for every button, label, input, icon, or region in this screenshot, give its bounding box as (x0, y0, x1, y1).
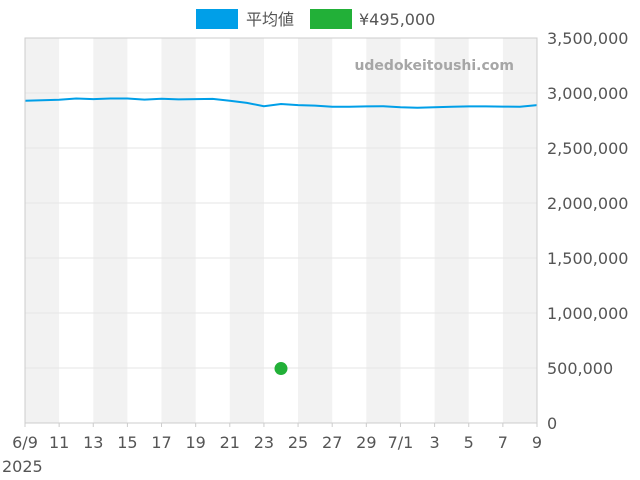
y-tick-label: 1,000,000 (547, 304, 628, 323)
series-layer (24, 97, 538, 376)
x-tick-label: 21 (220, 433, 240, 452)
x-tick-label: 29 (356, 433, 376, 452)
x-tick-label: 11 (49, 433, 69, 452)
x-tick-label: 6/9 (12, 433, 38, 452)
legend-swatch-price (310, 9, 352, 29)
band (25, 38, 60, 423)
y-tick-label: 3,000,000 (547, 84, 628, 103)
legend-swatch-average (196, 9, 238, 29)
y-axis-ticks: 0 500,000 1,000,000 1,500,000 2,000,000 2,500… (547, 29, 628, 433)
x-tick-label: 3 (430, 433, 440, 452)
price-point (274, 362, 288, 376)
band (434, 38, 469, 423)
x-tick-label: 7 (498, 433, 508, 452)
band (502, 38, 537, 423)
y-tick-label: 1,500,000 (547, 249, 628, 268)
y-tick-label: 2,500,000 (547, 139, 628, 158)
y-tick-label: 500,000 (547, 359, 613, 378)
y-tick-label: 0 (547, 414, 557, 433)
legend: 平均値 ¥495,000 (196, 9, 435, 29)
watermark: udedokeitoushi.com (354, 58, 514, 74)
legend-label-average: 平均値 (246, 10, 294, 29)
x-tick-label: 9 (532, 433, 542, 452)
x-axis-ticks: 6/9 11 13 15 17 19 21 23 25 27 29 7/1 3 5 7 9 (12, 423, 542, 452)
x-tick-label: 7/1 (388, 433, 414, 452)
x-tick-label: 13 (83, 433, 103, 452)
x-tick-label: 25 (288, 433, 308, 452)
x-tick-label: 5 (464, 433, 474, 452)
series-line-average (24, 97, 538, 109)
x-tick-label: 17 (151, 433, 171, 452)
band (366, 38, 401, 423)
y-tick-label: 2,000,000 (547, 194, 628, 213)
legend-label-price: ¥495,000 (359, 10, 435, 29)
x-tick-label: 15 (117, 433, 137, 452)
x-tick-label: 27 (322, 433, 342, 452)
weekend-bands (25, 38, 537, 423)
band (229, 38, 264, 423)
x-tick-label: 19 (185, 433, 205, 452)
year-label: 2025 (2, 457, 43, 476)
plot-frame (24, 37, 538, 424)
band (93, 38, 128, 423)
y-tick-label: 3,500,000 (547, 29, 628, 48)
x-tick-label: 23 (254, 433, 274, 452)
band (298, 38, 333, 423)
band (161, 38, 196, 423)
